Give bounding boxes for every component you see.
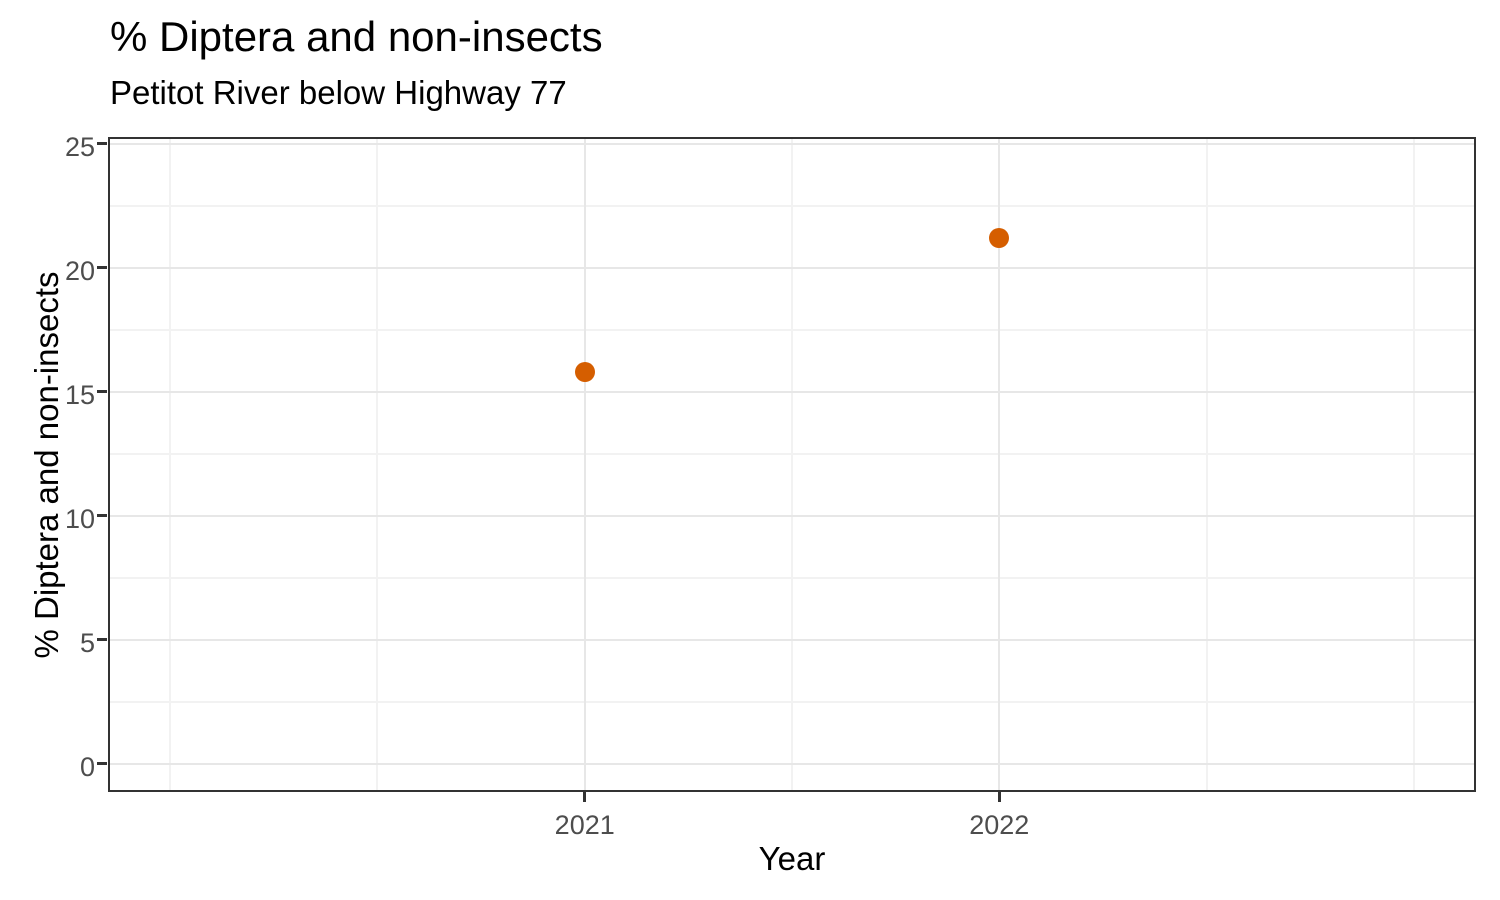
y-tick-label: 15 bbox=[64, 379, 95, 410]
y-axis-tick bbox=[97, 266, 107, 269]
y-axis-tick bbox=[97, 638, 107, 641]
gridline-x-major bbox=[998, 137, 1001, 792]
gridline-x-major bbox=[583, 137, 586, 792]
gridline-x-minor bbox=[1205, 137, 1208, 792]
gridline-x-minor bbox=[791, 137, 793, 792]
x-axis-tick bbox=[997, 792, 1001, 802]
x-axis-title: Year bbox=[758, 840, 826, 877]
x-tick-label: 2022 bbox=[969, 810, 1030, 840]
chart-subtitle: Petitot River below Highway 77 bbox=[110, 74, 567, 111]
plot-panel bbox=[108, 137, 1476, 792]
gridline-y-major bbox=[108, 514, 1476, 517]
gridline-x-minor bbox=[1412, 137, 1415, 792]
gridline-y-major bbox=[108, 390, 1476, 393]
y-tick-label: 25 bbox=[64, 131, 95, 162]
gridline-y-major bbox=[108, 266, 1476, 269]
y-tick-label: 0 bbox=[79, 751, 95, 782]
gridline-x-minor bbox=[169, 137, 172, 792]
x-axis-tick bbox=[583, 792, 587, 802]
y-axis-tick bbox=[97, 390, 107, 393]
gridline-y-major bbox=[108, 142, 1476, 145]
chart-title: % Diptera and non-insects bbox=[110, 13, 603, 60]
gridline-y-major bbox=[108, 762, 1476, 765]
data-point bbox=[989, 227, 1010, 248]
y-axis-tick bbox=[97, 514, 107, 517]
data-point bbox=[574, 361, 595, 382]
y-tick-label: 20 bbox=[64, 255, 95, 286]
y-axis-title: % Diptera and non-insects bbox=[28, 271, 65, 659]
gridline-y-major bbox=[108, 638, 1476, 641]
y-axis-tick bbox=[97, 142, 107, 145]
y-axis-tick bbox=[97, 762, 107, 765]
x-tick-label: 2021 bbox=[554, 810, 615, 840]
gridline-x-minor bbox=[376, 137, 379, 792]
y-tick-label: 5 bbox=[79, 627, 95, 658]
y-tick-label: 10 bbox=[64, 503, 95, 534]
